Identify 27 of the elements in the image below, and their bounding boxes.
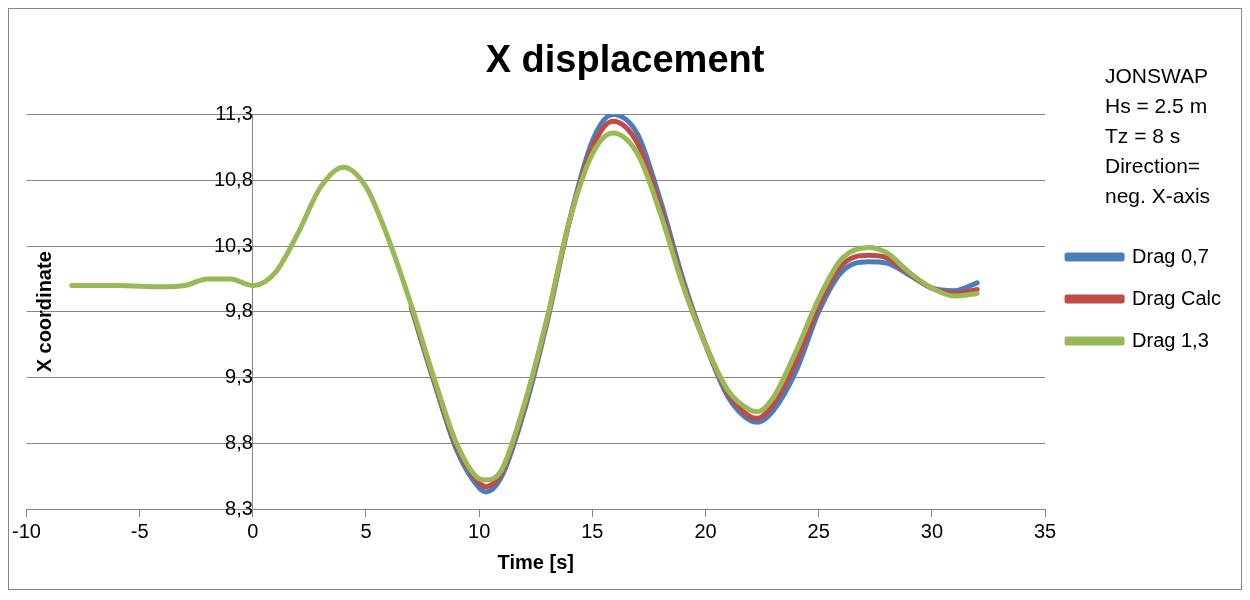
text: Direction= neg. X-axis — [1105, 153, 1212, 209]
y-tick-label: 8,3 — [225, 496, 253, 519]
x-tick-label: 0 — [247, 519, 259, 542]
x-tick-label: -10 — [12, 519, 41, 542]
y-axis-title: X coordinate — [32, 251, 55, 373]
x-tick-label: 15 — [581, 519, 604, 542]
x-tick-label: 25 — [807, 519, 830, 542]
legend-label: Drag 1,3 — [1132, 328, 1209, 351]
y-tick-label: 9,8 — [225, 299, 253, 322]
x-tick-label: -5 — [130, 519, 149, 542]
y-tick-label: 11,3 — [215, 102, 253, 125]
legend-label: Drag Calc — [1132, 286, 1222, 309]
y-tick-label: 8,8 — [225, 430, 253, 453]
y-tick-label: 10,8 — [213, 167, 253, 190]
y-tick-label: 10,3 — [213, 233, 253, 256]
x-axis-title: Time [s] — [497, 550, 574, 573]
text: Hs = 2.5 m — [1105, 93, 1209, 119]
x-tick-label: 20 — [694, 519, 717, 542]
text: JONSWAP — [1105, 63, 1210, 89]
text: Tz = 8 s — [1105, 123, 1182, 149]
x-tick-label: 10 — [468, 519, 491, 542]
x-tick-label: 30 — [920, 519, 944, 542]
chart-title: X displacement — [485, 38, 765, 81]
x-tick-label: 5 — [360, 519, 372, 542]
x-tick-label: 35 — [1033, 519, 1057, 542]
legend-label: Drag 0,7 — [1132, 244, 1209, 267]
y-tick-label: 9,3 — [225, 365, 253, 388]
